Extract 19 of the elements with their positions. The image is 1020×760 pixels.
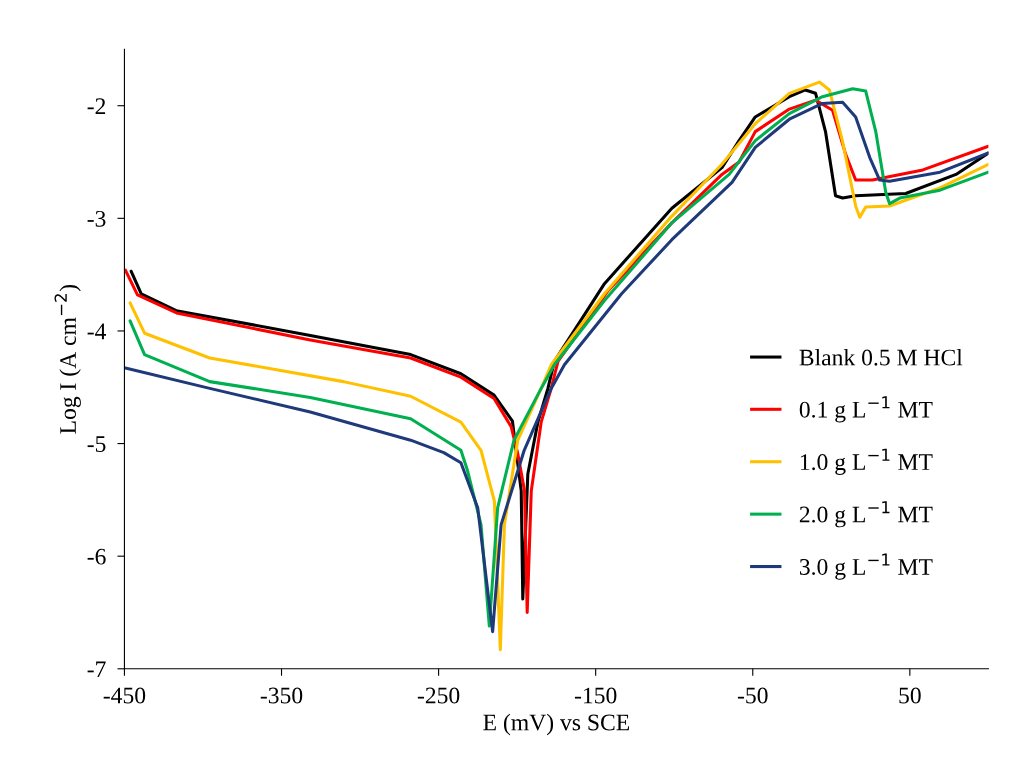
y-tick-label: -4 bbox=[87, 323, 107, 340]
legend-label: Blank 0.5 M HCl bbox=[799, 348, 963, 366]
x-tick-label: -250 bbox=[417, 687, 460, 704]
x-tick-label: -350 bbox=[260, 687, 303, 704]
legend-label: 0.1 g L$^{−1}$ MT bbox=[799, 396, 933, 423]
x-tick-label: -50 bbox=[737, 687, 768, 704]
y-tick-label: -5 bbox=[87, 436, 106, 452]
x-tick-label: -450 bbox=[103, 687, 146, 704]
legend-label: 2.0 g L$^{−1}$ MT bbox=[799, 501, 933, 528]
y-tick-label: -7 bbox=[87, 661, 106, 677]
legend-label: 3.0 g L$^{−1}$ MT bbox=[799, 553, 933, 580]
x-axis-title: E (mV) vs SCE bbox=[483, 713, 630, 736]
y-axis-title: Log I (A cm$^{−2}$) bbox=[54, 284, 81, 434]
y-tick-label: -3 bbox=[87, 210, 106, 227]
y-tick-label: -6 bbox=[87, 548, 106, 565]
y-tick-label: -2 bbox=[87, 98, 106, 114]
legend-label: 1.0 g L$^{−1}$ MT bbox=[800, 448, 933, 475]
x-tick-label: -150 bbox=[574, 687, 617, 704]
x-tick-label: 50 bbox=[899, 687, 921, 704]
